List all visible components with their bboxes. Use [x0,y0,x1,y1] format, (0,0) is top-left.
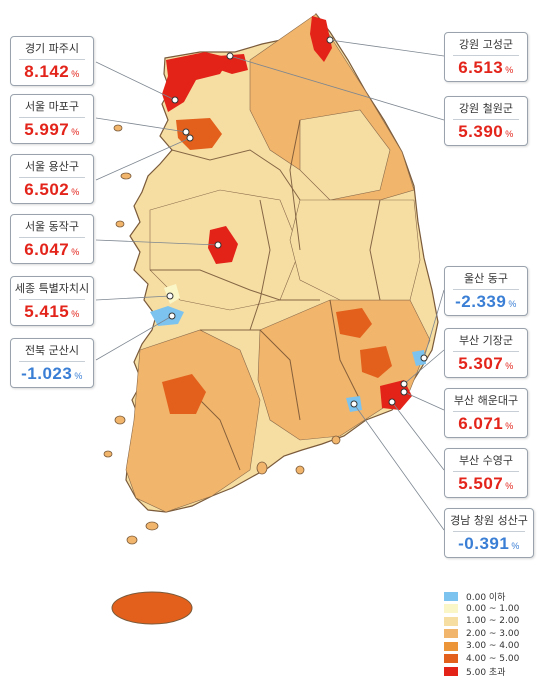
divider [19,117,85,118]
callout-gyeonggi-paju: 경기 파주시 8.142% [10,36,94,86]
legend-label: 2.00 ~ 3.00 [466,628,520,639]
region-dongjak-shape [208,226,238,264]
divider [453,55,519,56]
callout-busan-haeundae: 부산 해운대구 6.071% [444,388,528,438]
zone-gyeongbuk [289,199,421,301]
legend-label: 1.00 ~ 2.00 [466,616,520,627]
divider [19,361,85,362]
callout-seoul-yongsan: 서울 용산구 6.502% [10,154,94,204]
region-value: 5.415% [24,302,80,321]
region-value: 8.142% [24,62,80,81]
region-gwangju-shape [162,374,206,414]
callout-seoul-dongjak: 서울 동작구 6.047% [10,214,94,264]
divider [19,59,85,60]
region-value: 5.507% [458,474,514,493]
boundaries [150,119,381,471]
divider [19,299,85,300]
region-name: 강원 고성군 [458,38,514,51]
region-name: 부산 수영구 [458,454,514,467]
callout-jeonbuk-gunsan: 전북 군산시 -1.023% [10,338,94,388]
divider [453,471,519,472]
region-value: 6.047% [24,240,80,259]
region-value: 6.071% [458,414,514,433]
region-name: 부산 해운대구 [453,394,519,407]
region-name: 부산 기장군 [458,334,514,347]
region-value: 5.390% [458,122,514,141]
callout-ulsan-dong: 울산 동구 -2.339% [444,266,528,316]
region-name: 세종 특별자치시 [14,282,90,295]
divider [453,119,519,120]
legend-item: 3.00 ~ 4.00 [444,640,534,653]
region-name: 강원 철원군 [458,102,514,115]
leader-lines [95,39,445,531]
region-name: 경기 파주시 [24,42,80,55]
region-name: 서울 동작구 [24,220,80,233]
legend-item: 0.00 이하 [444,590,534,603]
legend-label: 4.00 ~ 5.00 [466,653,520,664]
region-paju-shape [162,52,230,112]
legend-item: 0.00 ~ 1.00 [444,603,534,616]
legend-swatch [444,629,458,639]
divider [453,411,519,412]
legend-label: 0.00 이하 [466,592,506,603]
region-value: 6.502% [24,180,80,199]
divider [19,237,85,238]
region-value: -2.339% [455,292,517,311]
divider [453,351,519,352]
callout-gangwon-cheorwon: 강원 철원군 5.390% [444,96,528,146]
region-value: -0.391% [458,534,520,553]
region-value: -1.023% [21,364,83,383]
callout-seoul-mapo: 서울 마포구 5.997% [10,94,94,144]
region-name: 서울 용산구 [24,160,80,173]
divider [453,531,525,532]
jeju-island [111,591,193,625]
region-gunsan-shape [150,306,184,326]
region-value: 6.513% [458,58,514,77]
region-daegu-shape [336,308,372,338]
region-name: 경남 창원 성산구 [450,514,528,527]
legend-item: 2.00 ~ 3.00 [444,628,534,641]
region-value: 5.307% [458,354,514,373]
islands [103,124,341,545]
legend-label: 3.00 ~ 4.00 [466,641,520,652]
legend-item: 4.00 ~ 5.00 [444,653,534,666]
callout-gyeongnam-changwon-seongsan: 경남 창원 성산구 -0.391% [444,508,534,558]
callout-busan-suyeong: 부산 수영구 5.507% [444,448,528,498]
region-value: 5.997% [24,120,80,139]
region-goseong-shape [310,16,332,62]
legend-swatch [444,604,458,614]
legend-label: 0.00 ~ 1.00 [466,603,520,614]
zone-north-light [299,109,391,201]
region-name: 전북 군산시 [24,344,80,357]
divider [19,177,85,178]
legend-swatch [444,666,458,676]
region-seoul-shape [176,118,222,150]
callout-busan-gijang: 부산 기장군 5.307% [444,328,528,378]
callout-sejong: 세종 특별자치시 5.415% [10,276,94,326]
callout-gangwon-goseong: 강원 고성군 6.513% [444,32,528,82]
legend-swatch [444,641,458,651]
location-markers [166,36,428,408]
region-gijang-shape [360,346,392,378]
legend-label: 5.00 초과 [466,667,506,678]
legend-item: 5.00 초과 [444,665,534,678]
legend-item: 1.00 ~ 2.00 [444,615,534,628]
legend-swatch [444,591,458,601]
legend-swatch [444,616,458,626]
region-name: 서울 마포구 [24,100,80,113]
legend: 0.00 이하 0.00 ~ 1.00 1.00 ~ 2.00 2.00 ~ 3… [444,590,534,678]
region-name: 울산 동구 [464,272,508,285]
zone-southwest [125,329,261,513]
legend-swatch [444,654,458,664]
region-ulsan-east-shape [412,350,426,366]
divider [453,289,519,290]
